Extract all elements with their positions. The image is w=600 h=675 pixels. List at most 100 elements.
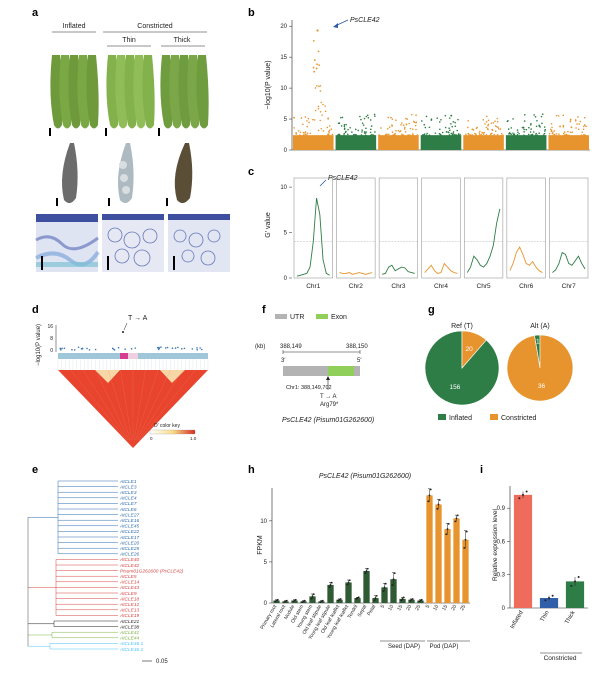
- b-point: [346, 133, 349, 136]
- b-point: [525, 128, 528, 131]
- i-replicate-point: [551, 594, 554, 597]
- h-bar-8: [345, 582, 352, 603]
- h-replicate-point: [383, 586, 386, 589]
- h-replicate-point: [328, 586, 331, 589]
- b-point: [549, 128, 552, 131]
- b-point: [533, 114, 535, 116]
- h-replicate-point: [455, 517, 458, 520]
- b-point: [529, 124, 532, 126]
- b-point: [584, 124, 586, 126]
- b-point: [319, 110, 322, 113]
- b-point: [424, 126, 427, 129]
- e-leaf-label: AtCLE16: [119, 518, 140, 524]
- b-point: [393, 134, 396, 136]
- panel-label-b: b: [248, 7, 255, 19]
- b-point: [485, 115, 488, 118]
- b-point: [532, 131, 535, 133]
- h-bar-6: [327, 584, 334, 603]
- b-point: [314, 87, 317, 89]
- e-leaf-label: AtCLE42: [119, 563, 140, 569]
- h-replicate-point: [374, 597, 377, 599]
- b-point: [403, 128, 406, 130]
- h-xtick-19: 15: [441, 604, 449, 612]
- b-point: [317, 105, 320, 108]
- d-point: [117, 346, 120, 349]
- subgroup-thin-label: Thin: [122, 37, 136, 44]
- b-point: [387, 116, 389, 119]
- b-point: [395, 130, 397, 132]
- d-ld-gridline: [95, 369, 130, 441]
- b-point: [456, 129, 458, 132]
- c-xtick-Chr4: Chr4: [434, 283, 448, 290]
- b-point: [369, 128, 372, 131]
- b-point: [425, 134, 428, 136]
- b-point: [361, 131, 363, 133]
- b-point: [390, 116, 392, 119]
- e-leaf-label: AtCLE12: [119, 602, 140, 608]
- b-point: [428, 134, 431, 136]
- d-point: [134, 347, 137, 349]
- d-point: [183, 347, 186, 350]
- b-point: [465, 133, 467, 136]
- h-replicate-point: [447, 522, 450, 525]
- g-slice-label: 20: [465, 346, 473, 353]
- b-point: [566, 134, 569, 136]
- b-point: [450, 132, 453, 135]
- b-point: [378, 134, 380, 136]
- panel-label-e: e: [32, 464, 38, 476]
- b-point: [385, 134, 387, 136]
- h-bar-14: [399, 598, 406, 603]
- c-ytick-1: 5: [284, 231, 288, 237]
- b-point: [395, 119, 397, 122]
- b-point: [293, 117, 295, 119]
- h-xtick-15: 20: [405, 604, 413, 612]
- b-point: [471, 134, 474, 136]
- b-point: [540, 115, 543, 118]
- b-point: [497, 127, 500, 130]
- b-point: [506, 120, 509, 123]
- micrograph-inflated: [35, 214, 100, 272]
- panel-a: Inflated Constricted Thin Thick: [35, 23, 230, 272]
- h-replicate-point: [429, 488, 432, 491]
- b-point: [365, 115, 368, 118]
- b-point: [585, 125, 587, 128]
- b-point: [369, 131, 372, 134]
- d-key-min: 0: [150, 436, 153, 441]
- b-point: [475, 134, 477, 136]
- e-leaf-label: AtCLE25: [119, 546, 140, 552]
- b-point: [553, 134, 556, 136]
- panel-label-i: i: [480, 464, 483, 476]
- b-point: [457, 134, 460, 136]
- b-peak-point: [316, 29, 319, 32]
- d-point: [200, 348, 203, 351]
- h-ytick-2: 10: [260, 519, 267, 525]
- b-point: [300, 117, 303, 119]
- b-point: [548, 132, 551, 135]
- e-leaf-label: AtCLE27: [119, 512, 140, 518]
- b-point: [529, 131, 532, 133]
- b-point: [500, 132, 503, 135]
- d-point: [191, 348, 194, 350]
- h-bar-15: [408, 599, 415, 603]
- b-point: [454, 121, 456, 124]
- b-point: [353, 133, 355, 136]
- b-point: [415, 121, 417, 124]
- b-point: [306, 134, 308, 136]
- g-slice-label: 1: [536, 339, 540, 346]
- d-point: [164, 347, 167, 349]
- d-key-max: 1.0: [190, 436, 197, 441]
- b-point: [314, 109, 317, 112]
- d-point: [111, 347, 114, 350]
- panel-label-g: g: [428, 304, 435, 316]
- b-point: [444, 114, 447, 117]
- h-replicate-point: [311, 595, 314, 598]
- h-replicate-point: [373, 599, 376, 602]
- b-point: [562, 132, 565, 135]
- b-point: [508, 132, 510, 135]
- group-inflated-label: Inflated: [63, 23, 86, 30]
- b-point: [380, 127, 382, 129]
- f-end3: 3′: [281, 358, 286, 364]
- h-replicate-point: [402, 596, 405, 599]
- b-point: [490, 122, 493, 125]
- b-point: [445, 131, 448, 133]
